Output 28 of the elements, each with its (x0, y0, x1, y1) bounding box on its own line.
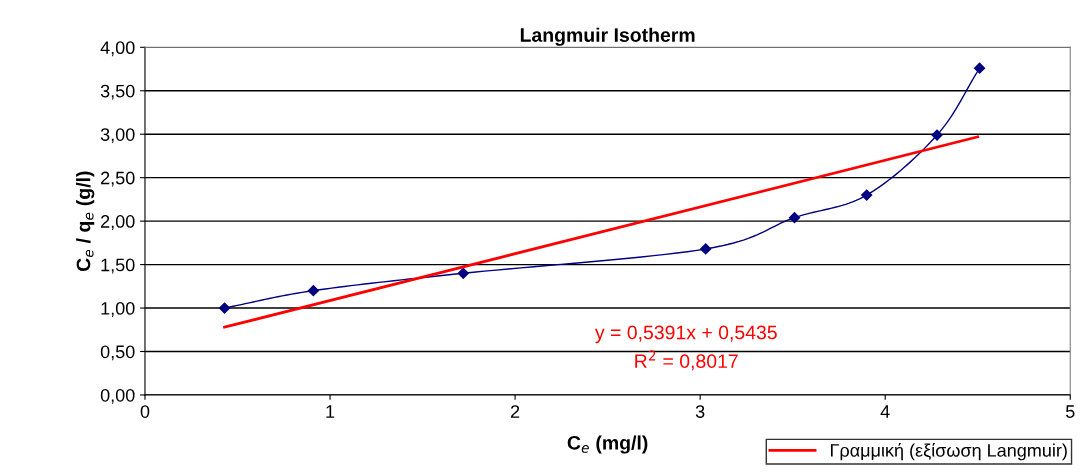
y-tick-label: 3,50 (100, 84, 135, 100)
y-axis-title: C$_{e}$ / q$_{e}$ (g/l) (76, 171, 95, 272)
point (700, 243, 712, 255)
annotation: R$^{2}$ = 0,8017 (635, 350, 738, 371)
x-tick-label: 5 (1065, 405, 1075, 418)
y-tick-label: 0,50 (100, 345, 135, 361)
y-tick-label: 0,00 (100, 388, 135, 404)
x-tick-label: 4 (880, 405, 890, 418)
point (307, 285, 319, 297)
annotation: y = 0,5391x + 0,5435 (594, 325, 777, 344)
x-tick-label: 0 (140, 405, 150, 418)
y-tick-label: 4,00 (100, 41, 135, 57)
y-tick-label: 2,00 (101, 215, 135, 230)
point (861, 189, 873, 201)
y-tick-label: 1,00 (101, 301, 135, 317)
x-axis-title: C$_{e}$ (mg/l) (567, 435, 648, 454)
point (788, 212, 801, 224)
chart-title: Langmuir Isotherm (520, 27, 695, 46)
point (457, 267, 469, 279)
point (973, 62, 986, 74)
x-tick-label: 3 (695, 405, 705, 418)
y-tick-label: 2,50 (101, 171, 135, 187)
x-tick-label: 1 (326, 405, 335, 418)
y-tick-label: 3,00 (100, 128, 135, 144)
legend-label: Γραμμική (εξίσωση Langmuir) (830, 443, 1067, 461)
x-tick-label: 2 (510, 405, 520, 418)
y-tick-label: 1,50 (101, 258, 135, 274)
point (218, 302, 231, 314)
